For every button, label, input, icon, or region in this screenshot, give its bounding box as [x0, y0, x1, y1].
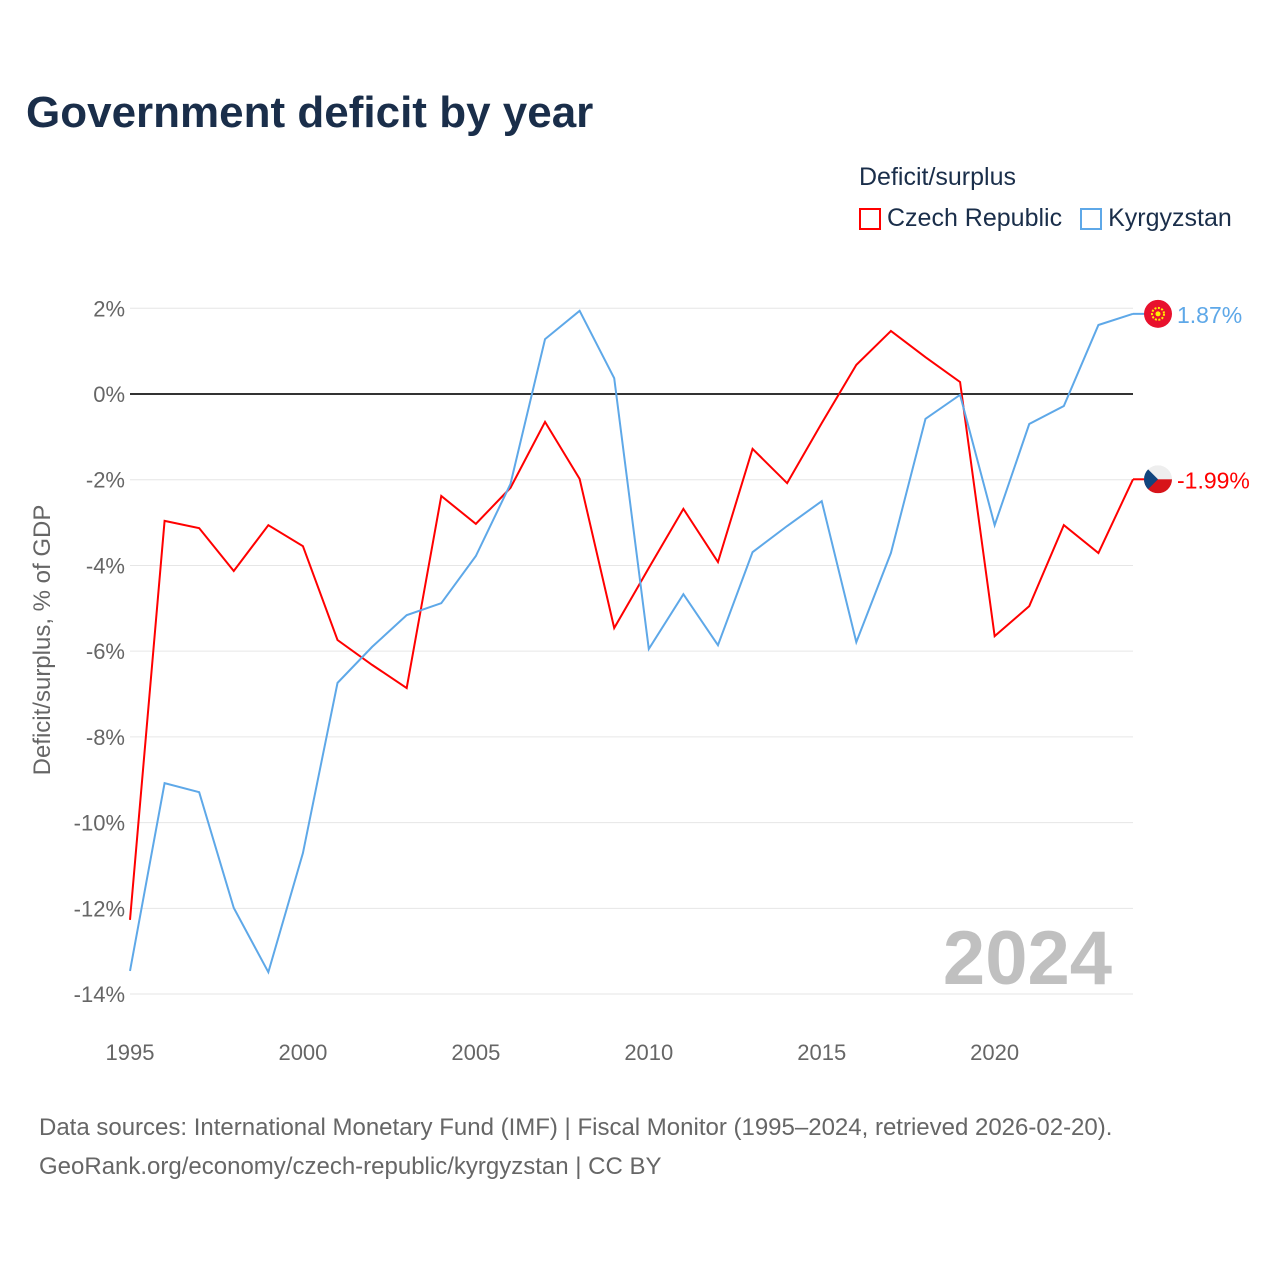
end-value-label: 1.87% — [1177, 302, 1242, 328]
x-tick-label: 2010 — [624, 1040, 673, 1065]
x-tick-label: 2020 — [970, 1040, 1019, 1065]
legend-item-czech[interactable]: Czech Republic — [859, 204, 1062, 233]
kyrgyzstan-flag-icon — [1144, 299, 1172, 328]
y-tick-label: 2% — [93, 296, 125, 321]
x-tick-label: 2005 — [451, 1040, 500, 1065]
series-line-kyrgyzstan — [129, 309, 1134, 975]
y-tick-label: 0% — [93, 382, 125, 407]
y-tick-label: -14% — [74, 982, 125, 1007]
x-tick-label: 2015 — [797, 1040, 846, 1065]
legend-label: Kyrgyzstan — [1108, 204, 1232, 232]
y-tick-label: -8% — [86, 725, 125, 750]
legend-title: Deficit/surplus — [859, 163, 1016, 191]
legend-swatch-czech — [859, 207, 881, 230]
source-note: Data sources: International Monetary Fun… — [39, 1108, 1112, 1186]
y-tick-label: -4% — [86, 553, 125, 578]
source-line: Data sources: International Monetary Fun… — [39, 1114, 1113, 1141]
source-url[interactable]: GeoRank.org/economy/czech-republic/kyrgy… — [39, 1153, 662, 1180]
legend-item-kyrgyzstan[interactable]: Kyrgyzstan — [1080, 204, 1232, 233]
end-value-label: -1.99% — [1177, 467, 1250, 493]
y-tick-label: -2% — [86, 468, 125, 493]
legend-swatch-kyrgyzstan — [1080, 207, 1103, 230]
y-axis-label: Deficit/surplus, % of GDP — [29, 505, 56, 776]
chart-title: Government deficit by year — [26, 88, 594, 137]
x-tick-label: 2000 — [278, 1040, 327, 1065]
series-line-czech-republic — [129, 329, 1134, 920]
x-tick-label: 1995 — [106, 1040, 155, 1065]
czech-flag-icon — [1144, 465, 1172, 494]
y-tick-label: -10% — [74, 811, 125, 836]
year-watermark: 2024 — [943, 916, 1112, 1001]
legend: Czech Republic Kyrgyzstan — [859, 204, 1232, 233]
y-tick-label: -12% — [74, 896, 125, 921]
y-tick-label: -6% — [86, 639, 125, 664]
legend-label: Czech Republic — [887, 204, 1063, 232]
